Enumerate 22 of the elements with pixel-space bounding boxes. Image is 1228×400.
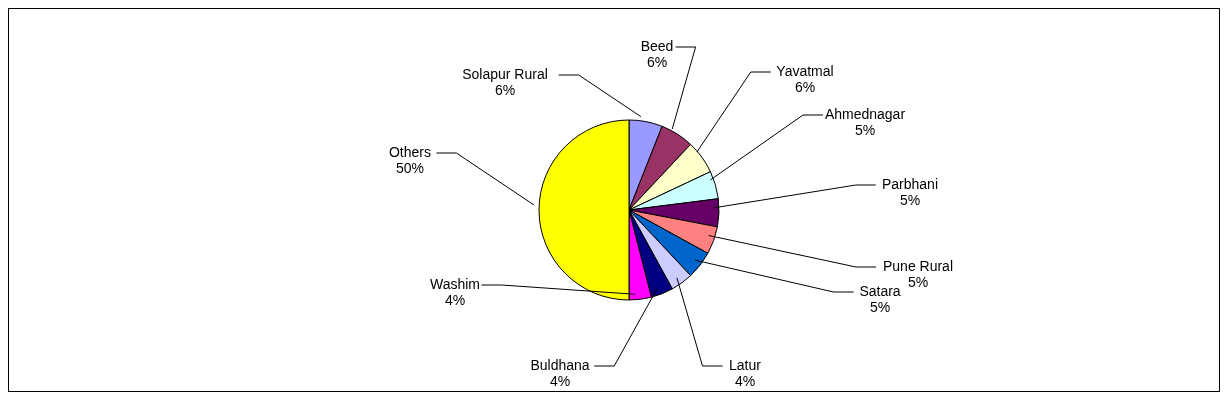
data-label: 4%	[549, 373, 571, 389]
data-label: 4%	[444, 292, 466, 308]
slice-label: Beed	[640, 38, 674, 54]
slice-label: Ahmednagar	[824, 106, 906, 122]
slice-label: Washim	[429, 276, 481, 292]
slice-label: Buldhana	[530, 357, 590, 373]
slice-label: Yavatmal	[776, 63, 834, 79]
data-label: 6%	[646, 54, 668, 70]
slice-label: Satara	[859, 283, 901, 299]
data-label: 6%	[794, 79, 816, 95]
slice-label: Others	[388, 144, 432, 160]
data-label: 5%	[907, 274, 929, 290]
data-label: 5%	[869, 299, 891, 315]
data-label: 50%	[395, 160, 425, 176]
data-label: 5%	[899, 192, 921, 208]
slice-label: Parbhani	[881, 176, 939, 192]
data-label: 6%	[494, 82, 516, 98]
data-label: 4%	[734, 373, 756, 389]
data-label: 5%	[854, 122, 876, 138]
slice-label: Pune Rural	[882, 258, 954, 274]
slice-label: Solapur Rural	[462, 66, 548, 82]
slice-label: Latur	[729, 357, 762, 373]
